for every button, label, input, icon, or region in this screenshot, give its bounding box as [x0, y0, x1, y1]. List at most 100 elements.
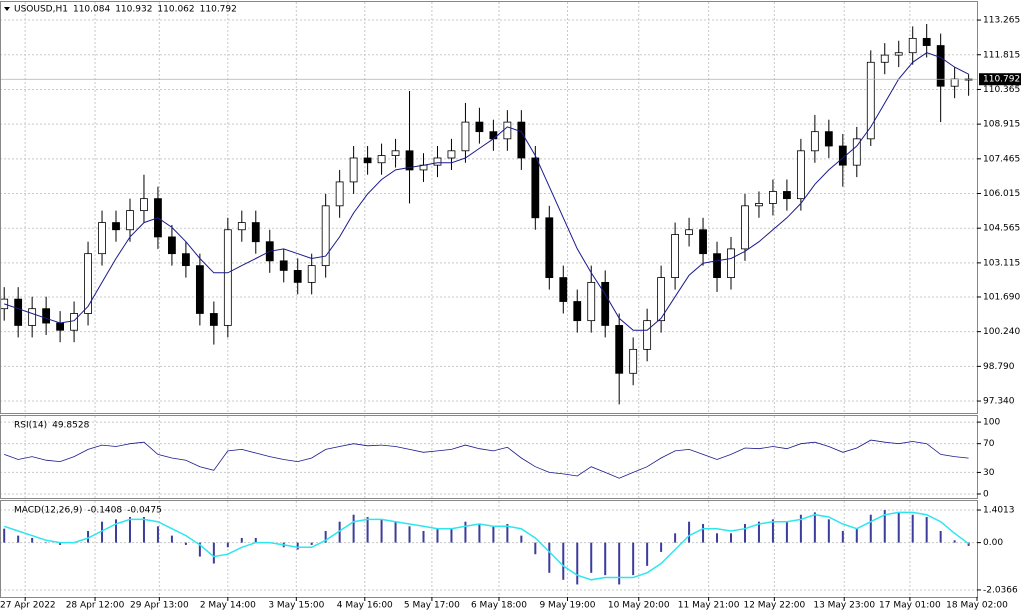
candle-body — [195, 265, 204, 314]
macd-bar — [548, 542, 551, 573]
candle-body — [251, 222, 260, 243]
candle-body — [28, 308, 37, 326]
candle-body — [936, 45, 945, 87]
macd-bar — [380, 519, 383, 543]
macd-bar — [967, 542, 970, 546]
macd-bar — [660, 542, 663, 552]
macd-bar — [3, 528, 6, 543]
macd-bar — [757, 521, 760, 543]
header-text: -0.1408 — [87, 506, 122, 516]
candle-body — [447, 150, 456, 159]
macd-bar — [142, 517, 145, 543]
macd-bar — [674, 533, 677, 543]
candle-body — [307, 265, 316, 283]
macd-bar — [450, 528, 453, 543]
candle-body — [223, 229, 232, 326]
macd-bar — [785, 521, 788, 543]
candle-body — [349, 157, 358, 183]
candle-body — [559, 277, 568, 302]
candle-body — [950, 78, 959, 87]
x-tick-label: 4 May 16:00 — [337, 601, 393, 611]
macd-bar — [310, 542, 313, 545]
macd-bar — [716, 533, 719, 543]
candle-body — [42, 308, 51, 324]
macd-bar — [198, 542, 201, 557]
macd-bar — [911, 514, 914, 543]
candle-body — [321, 205, 330, 267]
candle-body — [713, 253, 721, 278]
macd-bar — [576, 542, 579, 585]
candle-body — [685, 229, 693, 235]
y-tick-label: 101.690 — [983, 292, 1020, 302]
macd-bar — [939, 530, 942, 543]
macd-bar — [492, 526, 495, 543]
macd-bar — [115, 519, 118, 543]
candle-body — [335, 181, 344, 207]
rsi-line — [4, 439, 969, 479]
macd-bar — [212, 542, 215, 564]
macd-bar — [101, 521, 104, 543]
macd-bar — [128, 517, 131, 543]
y-tick-label: 1.4013 — [983, 506, 1015, 516]
candle-body — [56, 322, 65, 331]
candle-body — [866, 61, 875, 140]
candle-body — [671, 234, 679, 278]
rsi-panel-border — [0, 415, 978, 499]
macd-bar — [883, 510, 886, 543]
y-tick-label: 100 — [983, 418, 1000, 428]
header-text: 110.792 — [200, 5, 237, 15]
moving-average — [4, 52, 969, 331]
candle-body — [545, 217, 554, 278]
macd-bar — [562, 542, 565, 580]
macd-bar — [464, 521, 467, 543]
x-tick-label: 17 May 01:00 — [879, 601, 941, 611]
candle-body — [70, 313, 78, 331]
candle-body — [405, 150, 414, 171]
x-tick-label: 10 May 20:00 — [608, 601, 670, 611]
x-tick-label: 27 Apr 2022 — [0, 601, 56, 611]
y-tick-label: 30 — [983, 468, 995, 478]
macd-bar — [436, 528, 439, 543]
macd-bar — [925, 517, 928, 543]
macd-bar — [771, 519, 774, 543]
header-text: MACD(12,26,9) — [14, 506, 82, 516]
macd-bar — [953, 540, 956, 543]
macd-bar — [240, 537, 243, 543]
macd-bar — [632, 542, 635, 576]
header-text: RSI(14) — [14, 421, 47, 431]
macd-bar — [841, 530, 844, 543]
y-tick-label: 106.015 — [983, 189, 1020, 199]
macd-bar — [170, 535, 173, 543]
menu-triangle[interactable] — [4, 7, 10, 11]
macd-bar — [352, 514, 355, 543]
header-text: USOUSD,H1 — [14, 5, 68, 15]
candle-body — [796, 150, 805, 200]
y-tick-label: 104.565 — [983, 224, 1020, 234]
x-tick-label: 28 Apr 12:00 — [66, 601, 125, 611]
candle-body — [643, 320, 652, 350]
macd-bar — [408, 526, 411, 543]
last-price-tag — [979, 73, 1021, 86]
last-price-label: 110.792 — [983, 75, 1020, 85]
header-text: -0.0475 — [127, 506, 162, 516]
y-tick-label: 98.790 — [983, 362, 1015, 372]
candle-body — [741, 205, 749, 250]
macd-bar — [855, 528, 858, 543]
header-text: 110.932 — [115, 5, 152, 15]
macd-bar — [184, 542, 187, 545]
macd-bar — [59, 542, 62, 545]
candle-body — [908, 37, 917, 54]
macd-bar — [520, 535, 523, 543]
macd-bar — [45, 542, 48, 544]
x-tick-label: 11 May 21:00 — [678, 601, 740, 611]
y-tick-label: 111.815 — [983, 50, 1020, 60]
y-tick-label: 0 — [983, 489, 989, 499]
candle-body — [209, 313, 218, 326]
y-tick-label: 113.265 — [983, 16, 1020, 26]
candle-body — [769, 191, 777, 204]
macd-bar — [688, 521, 691, 543]
main-panel-border — [0, 1, 978, 414]
macd-bar — [254, 537, 257, 543]
y-tick-label: 108.915 — [983, 120, 1020, 130]
